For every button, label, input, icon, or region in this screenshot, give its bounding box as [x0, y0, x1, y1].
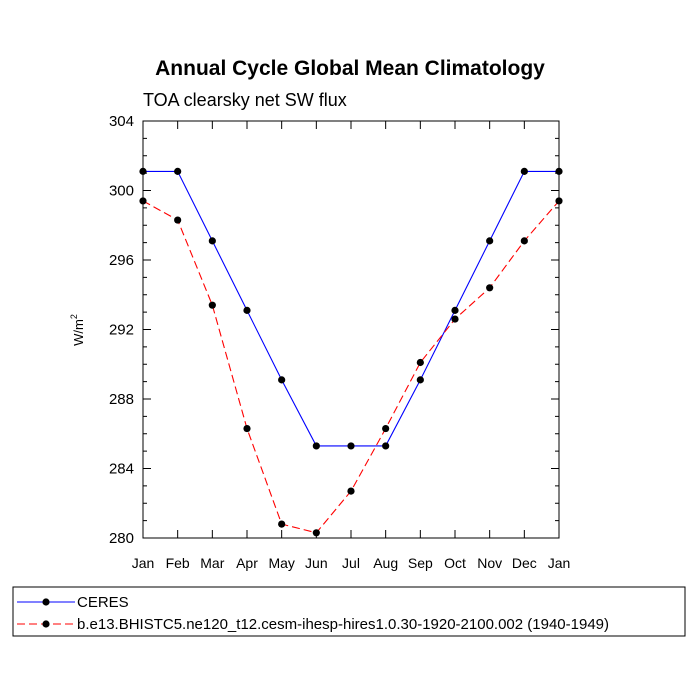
series-line-1: [142, 200, 560, 534]
legend-marker-model: [42, 620, 50, 628]
data-point: [278, 520, 286, 528]
x-tick-label: Dec: [512, 555, 537, 571]
y-tick-label: 300: [109, 183, 134, 200]
x-tick-label: Feb: [166, 555, 190, 571]
legend-marker-ceres: [42, 598, 50, 606]
data-point: [174, 167, 182, 175]
y-tick-label: 284: [109, 461, 134, 478]
x-tick-label: Jul: [342, 555, 360, 571]
x-tick-label: Nov: [477, 555, 502, 571]
x-tick-label: Mar: [200, 555, 224, 571]
data-point: [278, 376, 286, 384]
chart-subtitle: TOA clearsky net SW flux: [143, 90, 347, 110]
data-point: [520, 237, 528, 245]
series-0: [139, 167, 563, 450]
series-line-0: [143, 170, 559, 447]
data-point: [520, 167, 528, 175]
legend-entry-ceres: CERES: [17, 594, 129, 611]
data-point: [243, 306, 251, 314]
x-tick-label: Oct: [444, 555, 466, 571]
x-tick-label: Jan: [548, 555, 571, 571]
plot-frame: [142, 120, 560, 539]
y-tick-label: 280: [109, 530, 134, 547]
data-point: [208, 237, 216, 245]
series-1: [139, 197, 563, 537]
data-point: [347, 487, 355, 495]
y-tick-label: 288: [109, 391, 134, 408]
y-tick-label: 292: [109, 322, 134, 339]
x-tick-label: Sep: [408, 555, 433, 571]
y-axis-tick-labels: 280 284 288 292 296 300 304: [109, 113, 134, 547]
legend-entry-model: b.e13.BHISTC5.ne120_t12.cesm-ihesp-hires…: [17, 616, 609, 633]
data-point: [382, 442, 390, 450]
data-point: [243, 424, 251, 433]
x-tick-label: Aug: [373, 555, 398, 571]
data-point: [486, 237, 494, 245]
data-point: [312, 442, 320, 450]
data-point: [347, 442, 355, 450]
x-axis-ticks-top: [142, 121, 560, 129]
chart-title: Annual Cycle Global Mean Climatology: [155, 57, 545, 80]
data-point: [416, 376, 424, 384]
y-axis-ticks-left: [143, 120, 151, 539]
data-point: [312, 529, 320, 537]
y-tick-label: 304: [109, 113, 134, 130]
data-point: [451, 315, 459, 323]
data-point: [208, 301, 216, 309]
x-tick-label: Jun: [305, 555, 328, 571]
y-tick-label: 296: [109, 252, 134, 269]
y-axis-label: W/m2: [69, 314, 86, 346]
data-point: [382, 424, 390, 433]
data-point: [174, 216, 182, 224]
x-axis-ticks-bottom: [142, 530, 560, 538]
svg-text:W/m2: W/m2: [69, 314, 86, 346]
x-tick-label: May: [268, 555, 294, 571]
x-tick-label: Apr: [236, 555, 258, 571]
legend-box: [12, 586, 686, 637]
legend-label-ceres: CERES: [77, 594, 129, 611]
data-point: [416, 358, 424, 367]
x-axis-tick-labels: Jan Feb Mar Apr May Jun Jul Aug Sep Oct Nov Dec Jan: [132, 555, 571, 571]
data-point: [486, 284, 494, 292]
x-tick-label: Jan: [132, 555, 155, 571]
y-axis-label-superscript: 2: [69, 314, 79, 319]
legend: CERES b.e13.BHISTC5.ne120_t12.cesm-ihesp…: [12, 586, 686, 637]
data-point: [451, 306, 459, 314]
y-axis-ticks-right: [551, 120, 559, 539]
legend-label-model: b.e13.BHISTC5.ne120_t12.cesm-ihesp-hires…: [77, 616, 609, 633]
y-axis-label-text: W/m: [71, 319, 86, 346]
series-layer: [139, 167, 563, 537]
